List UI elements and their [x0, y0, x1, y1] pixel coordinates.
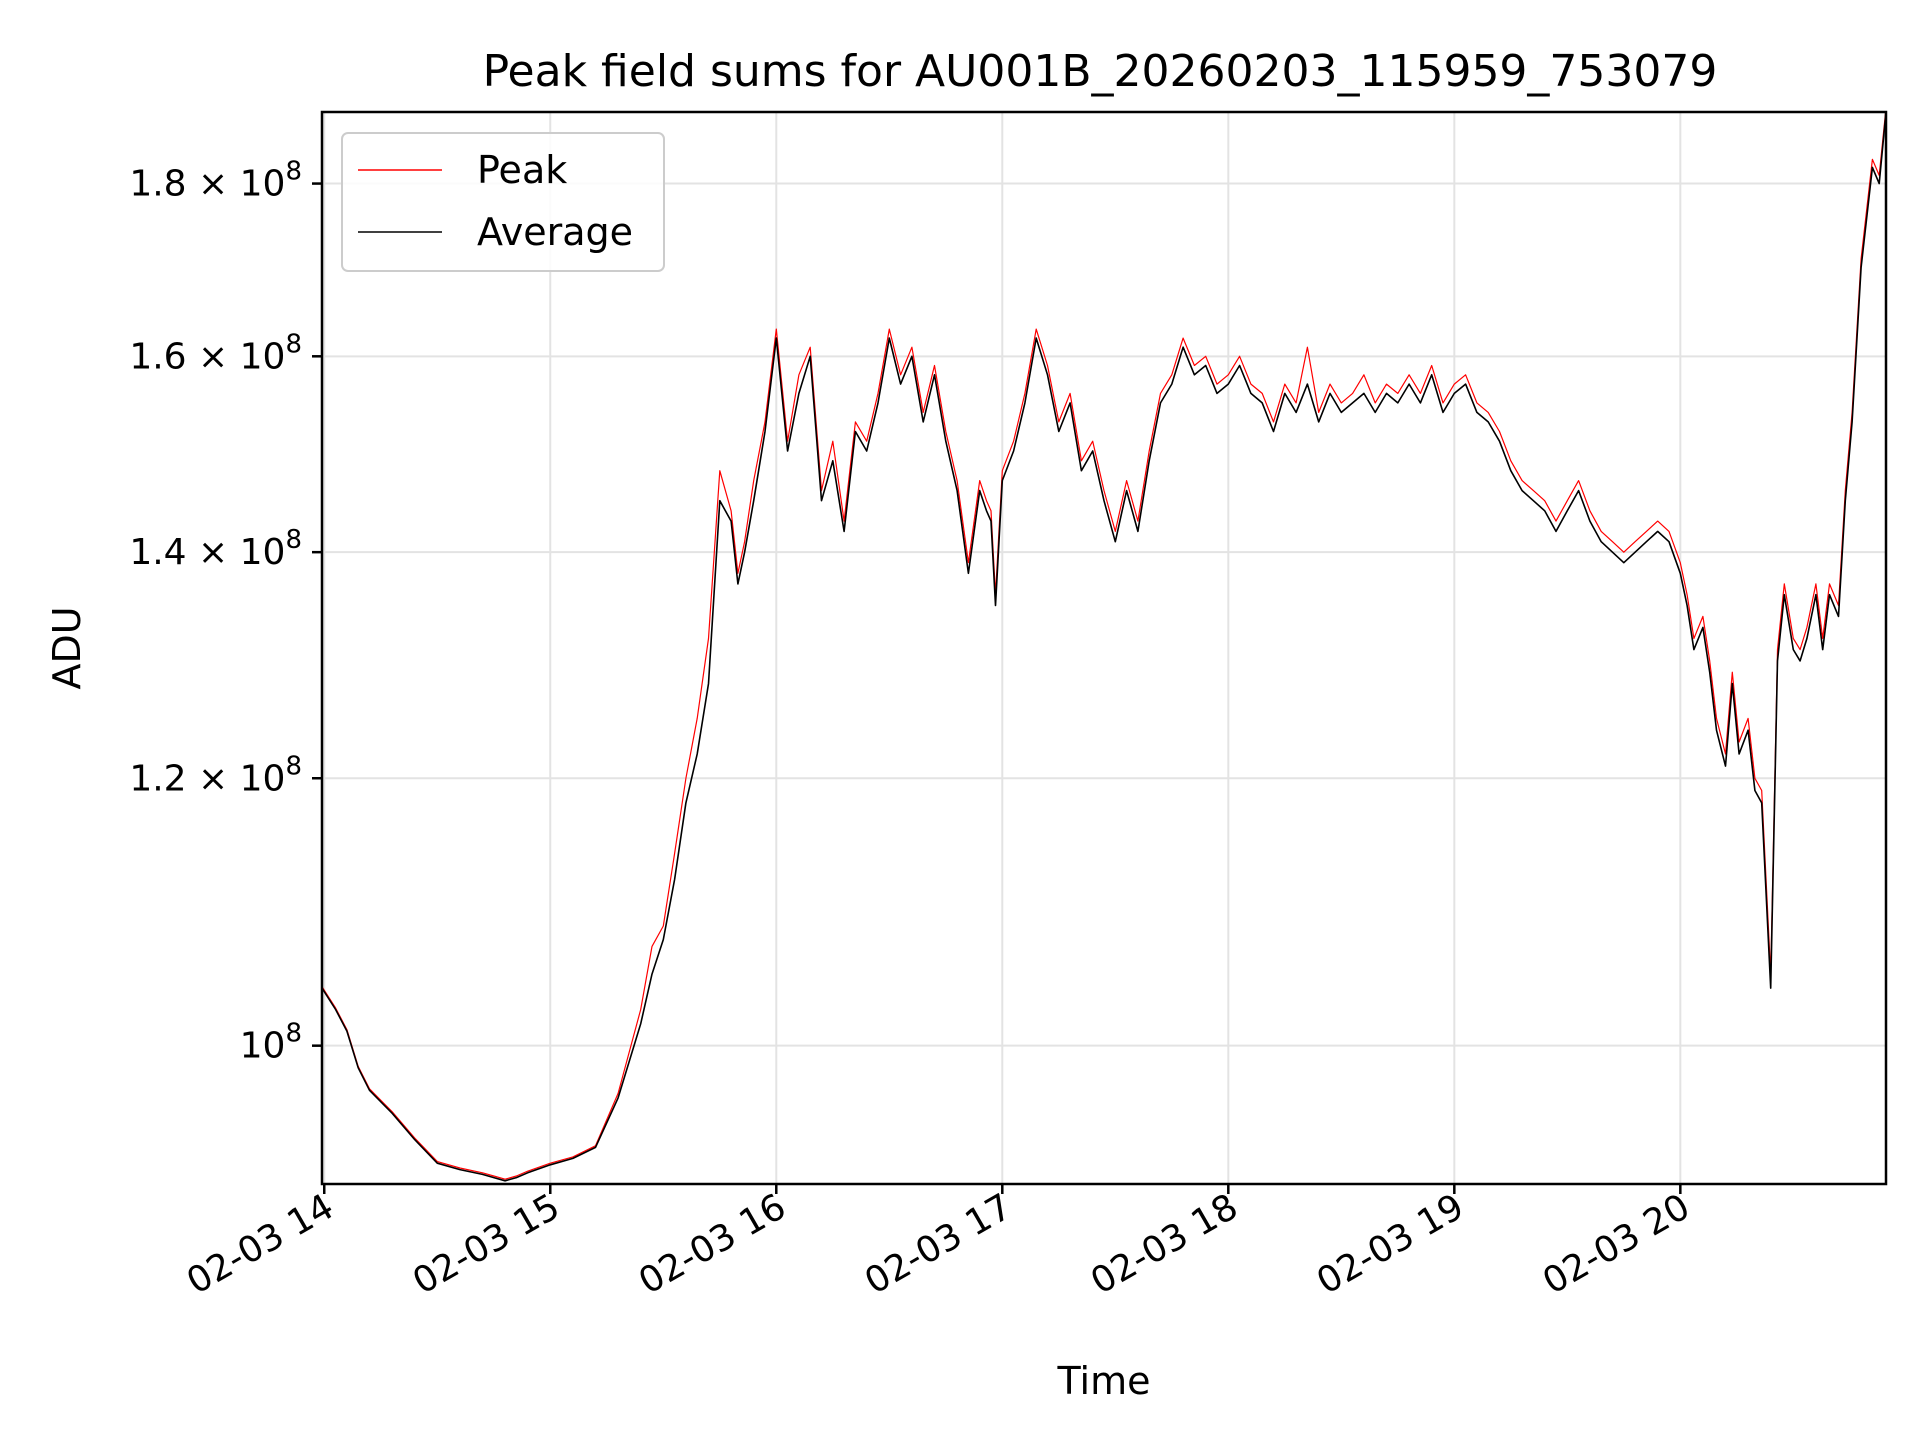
x-tick-label: 02-03 15: [406, 1186, 567, 1302]
gridlines: [322, 112, 1886, 1184]
legend-label-average: Average: [477, 210, 633, 254]
plot-frame: [320, 110, 1888, 1186]
series-line-peak: [322, 112, 1886, 1180]
x-tick-label: 02-03 20: [1536, 1186, 1697, 1302]
x-tick-label: 02-03 14: [180, 1186, 341, 1302]
x-tick-label: 02-03 18: [1084, 1186, 1245, 1302]
axis-ticks: 02-03 14 02-03 15 02-03 16 02-03 17 02-03 18…: [129, 157, 1697, 1303]
legend-box: [341, 132, 665, 272]
legend: Peak Average: [341, 132, 665, 272]
y-tick-label: 108: [240, 1019, 302, 1067]
y-tick-label: 1.2 × 108: [129, 751, 302, 799]
x-axis-label: Time: [1057, 1359, 1151, 1403]
legend-label-peak: Peak: [477, 148, 567, 192]
x-tick-label: 02-03 17: [858, 1186, 1019, 1302]
y-tick-label: 1.4 × 108: [129, 525, 302, 573]
chart-title: Peak field sums for AU001B_20260203_1159…: [483, 46, 1718, 97]
x-tick-label: 02-03 19: [1310, 1186, 1471, 1302]
plot-area: [322, 112, 1886, 1182]
y-axis-label: ADU: [45, 606, 89, 689]
series-line-average: [322, 112, 1886, 1182]
x-tick-label: 02-03 16: [632, 1186, 793, 1302]
y-tick-label: 1.6 × 108: [129, 329, 302, 377]
y-tick-label: 1.8 × 108: [129, 157, 302, 205]
